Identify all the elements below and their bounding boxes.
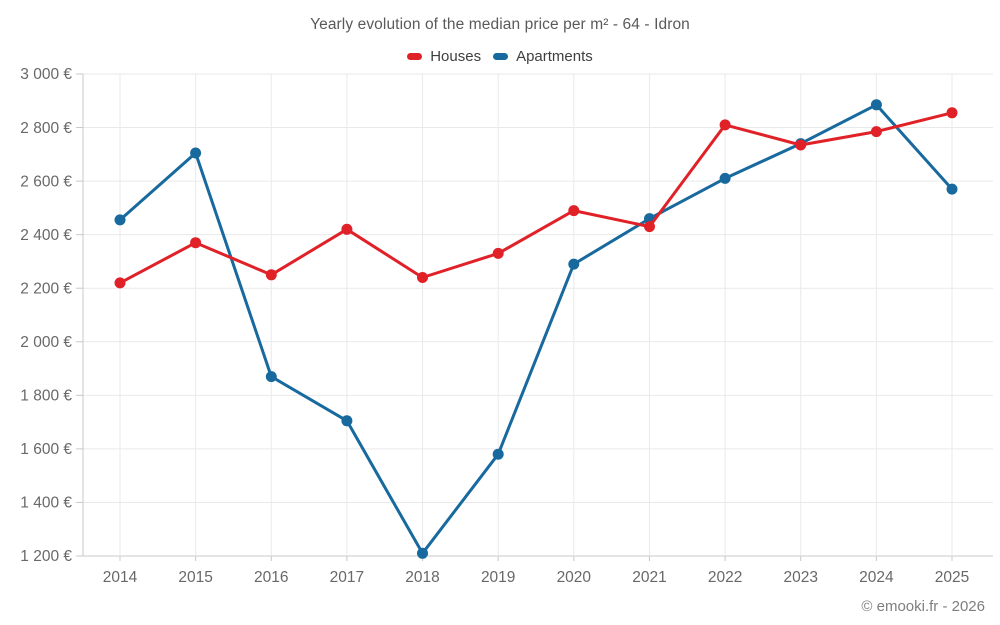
- data-point-houses-2020[interactable]: [568, 205, 580, 217]
- x-tick-label: 2020: [557, 569, 592, 586]
- data-point-houses-2025[interactable]: [946, 107, 958, 119]
- data-point-apartments-2022[interactable]: [719, 172, 731, 184]
- y-tick-label: 3 000 €: [20, 66, 72, 83]
- x-tick-label: 2021: [632, 569, 666, 586]
- y-tick-label: 2 400 €: [20, 227, 72, 244]
- data-point-apartments-2017[interactable]: [341, 415, 353, 427]
- x-tick-label: 2024: [859, 569, 894, 586]
- data-point-houses-2023[interactable]: [795, 139, 807, 151]
- data-point-houses-2021[interactable]: [644, 221, 655, 233]
- data-point-houses-2019[interactable]: [492, 247, 504, 259]
- copyright-footer: © emooki.fr - 2026: [861, 598, 985, 615]
- y-tick-label: 1 400 €: [20, 495, 72, 512]
- data-point-houses-2015[interactable]: [190, 237, 202, 249]
- series-line-apartments: [118, 103, 954, 555]
- x-tick-label: 2022: [708, 569, 742, 586]
- series-line-houses: [118, 111, 954, 285]
- legend-label-apartments: Apartments: [516, 48, 593, 65]
- data-point-houses-2022[interactable]: [719, 119, 731, 131]
- y-tick-label: 2 800 €: [20, 120, 72, 137]
- data-point-houses-2018[interactable]: [417, 272, 428, 283]
- houses-series-swatch-icon: [407, 53, 423, 60]
- y-tick-label: 1 600 €: [20, 441, 72, 458]
- data-point-houses-2024[interactable]: [870, 126, 882, 138]
- data-point-apartments-2018[interactable]: [417, 547, 428, 559]
- chart-title: Yearly evolution of the median price per…: [310, 16, 690, 33]
- y-tick-label: 1 800 €: [20, 388, 72, 405]
- x-tick-label: 2016: [254, 569, 288, 586]
- data-point-apartments-2016[interactable]: [265, 371, 277, 383]
- y-tick-label: 2 000 €: [20, 334, 72, 351]
- y-tick-label: 1 200 €: [20, 548, 72, 565]
- apartments-series-swatch-icon: [493, 53, 509, 60]
- x-tick-label: 2018: [405, 569, 439, 586]
- legend-item-apartments[interactable]: Apartments: [493, 48, 593, 65]
- legend: Houses Apartments: [0, 48, 1000, 65]
- x-tick-label: 2015: [178, 569, 212, 586]
- data-point-houses-2014[interactable]: [114, 277, 126, 289]
- data-point-apartments-2024[interactable]: [870, 99, 882, 111]
- data-point-apartments-2014[interactable]: [114, 214, 126, 226]
- x-tick-label: 2014: [103, 569, 138, 586]
- data-point-houses-2016[interactable]: [265, 269, 277, 281]
- x-tick-label: 2019: [481, 569, 515, 586]
- x-tick-label: 2017: [330, 569, 364, 586]
- data-point-apartments-2019[interactable]: [492, 448, 504, 460]
- data-point-houses-2017[interactable]: [341, 223, 353, 235]
- y-tick-label: 2 200 €: [20, 280, 72, 297]
- x-tick-label: 2025: [935, 569, 969, 586]
- data-point-apartments-2020[interactable]: [568, 258, 580, 270]
- y-tick-label: 2 600 €: [20, 173, 72, 190]
- data-point-apartments-2015[interactable]: [190, 147, 202, 159]
- data-point-apartments-2025[interactable]: [946, 183, 958, 195]
- legend-label-houses: Houses: [430, 48, 482, 65]
- x-tick-label: 2023: [783, 569, 817, 586]
- legend-item-houses[interactable]: Houses: [407, 48, 481, 65]
